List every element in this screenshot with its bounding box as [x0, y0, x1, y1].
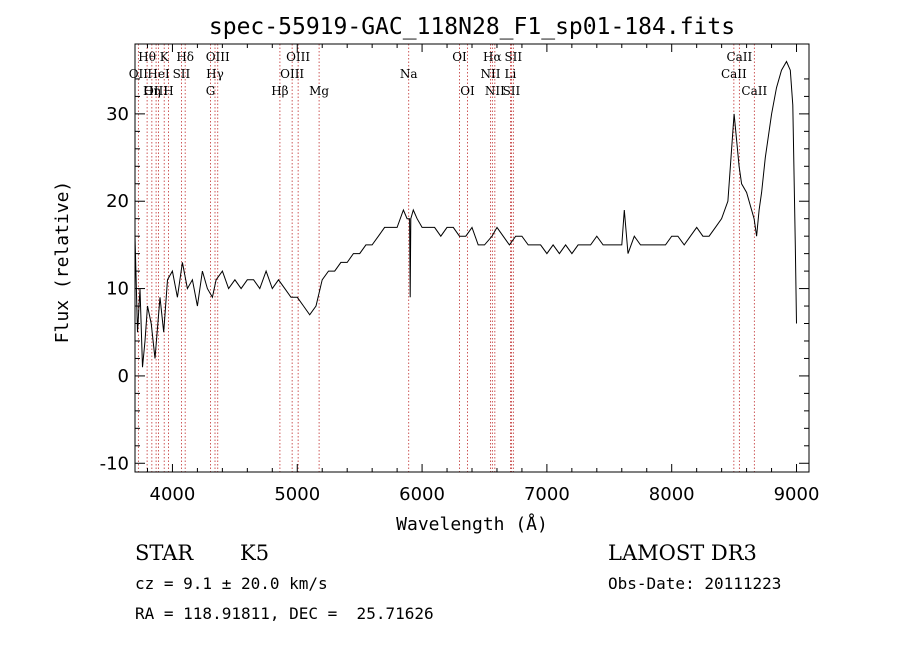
spectral-line-label: Na	[400, 67, 418, 81]
y-axis: -10 0 10 20 30	[100, 78, 809, 474]
y-axis-label: Flux (relative)	[52, 181, 73, 344]
y-tick-label: 20	[106, 191, 129, 212]
spectral-line-label: Hδ	[176, 50, 194, 64]
spectral-line-label: OIII	[144, 84, 168, 98]
object-subclass: K5	[240, 541, 269, 565]
spectral-line-label: OIII	[206, 50, 230, 64]
spectral-line-label: SII	[503, 84, 521, 98]
spectral-line-label: Hα	[483, 50, 502, 64]
x-tick-label: 9000	[774, 484, 820, 505]
x-tick-label: 5000	[274, 484, 320, 505]
y-tick-label: 0	[118, 366, 129, 387]
survey-name: LAMOST DR3	[608, 541, 757, 565]
x-tick-label: 7000	[524, 484, 570, 505]
spectral-line-label: NII	[485, 84, 505, 98]
spectral-line-label: OI	[452, 50, 467, 64]
spectral-line-label: CaII	[721, 67, 747, 81]
plot-frame	[134, 43, 810, 473]
redshift-text: cz = 9.1 ± 20.0 km/s	[135, 574, 328, 593]
x-tick-label: 6000	[399, 484, 445, 505]
coordinates-text: RA = 118.91811, DEC = 25.71626	[135, 604, 434, 623]
spectral-line-label: Mg	[309, 84, 329, 98]
object-class: STAR	[135, 541, 194, 565]
chart-title: spec-55919-GAC_118N28_F1_sp01-184.fits	[209, 14, 735, 40]
spectral-line-label: Hγ	[206, 67, 224, 81]
spectral-line-label: HeI	[147, 67, 170, 81]
spectral-line-label: G	[206, 84, 216, 98]
spectral-line-label: H	[163, 84, 173, 98]
y-tick-label: -10	[100, 453, 129, 474]
x-tick-label: 8000	[649, 484, 695, 505]
spectrum-line	[134, 60, 797, 368]
spectral-line-label: CaII	[726, 50, 752, 64]
spectral-line-label: OIII	[280, 67, 304, 81]
obs-date: Obs-Date: 20111223	[608, 574, 781, 593]
y-tick-label: 30	[106, 104, 129, 125]
x-tick-label: 4000	[150, 484, 196, 505]
spectral-line-label: SII	[504, 50, 522, 64]
spectral-line-label: OI	[460, 84, 475, 98]
spectral-line-label: CaII	[741, 84, 767, 98]
spectral-line-label: OIII	[286, 50, 310, 64]
spectral-line-label: Hθ	[138, 50, 156, 64]
spectral-line-label: Hβ	[271, 84, 288, 98]
spectral-line-label: Hη	[143, 84, 161, 98]
spectral-line-markers	[137, 44, 755, 472]
spectral-line-label: NII	[480, 67, 500, 81]
spectral-line-label: K	[160, 50, 170, 64]
spectral-line-label: SII	[173, 67, 191, 81]
x-axis-label: Wavelength (Å)	[396, 513, 548, 535]
spectral-line-label: Li	[505, 67, 517, 81]
y-tick-label: 10	[106, 279, 129, 300]
x-axis: 4000 5000 6000 7000 8000 9000	[146, 44, 820, 505]
spectral-line-label: OII	[129, 67, 149, 81]
